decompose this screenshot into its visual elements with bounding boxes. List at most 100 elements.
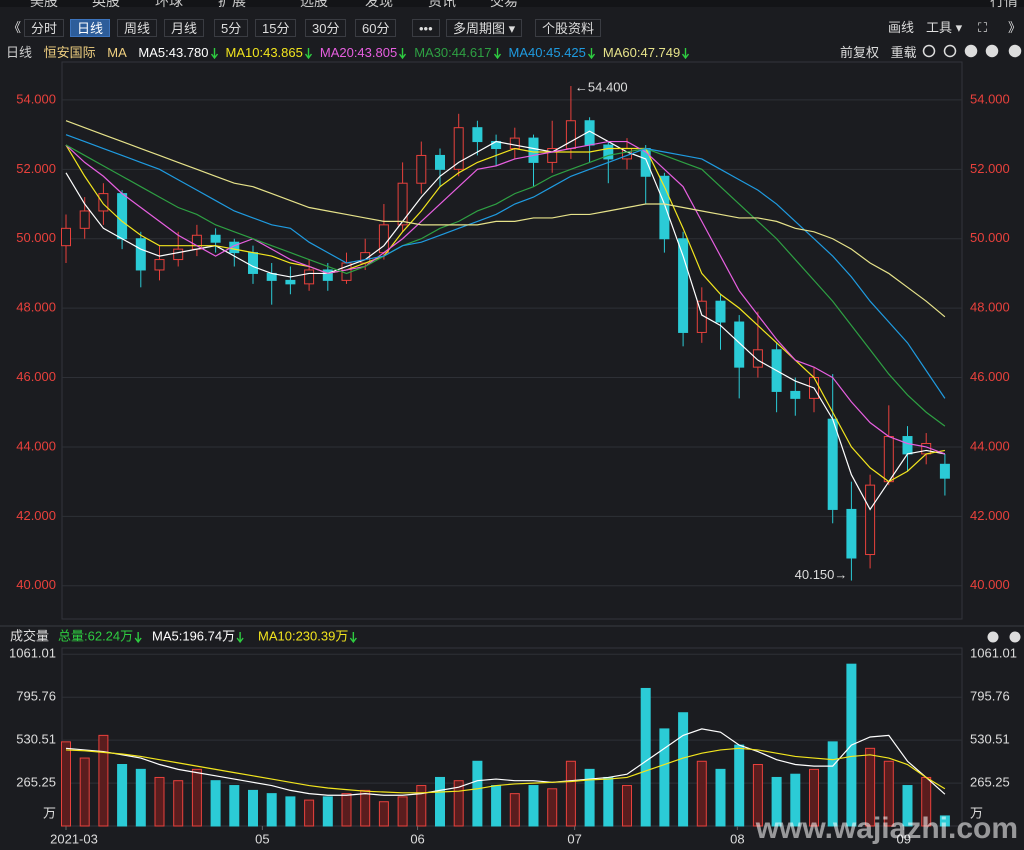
nav-item[interactable]: 资讯 [428, 0, 456, 9]
down-arrow [493, 48, 501, 60]
y-tick-label: 52.000 [16, 161, 56, 176]
candle-body [285, 279, 296, 285]
candle-body [883, 436, 894, 483]
nav-item[interactable]: 美股 [30, 0, 58, 9]
ma-legend-item: MA30:44.617 [414, 45, 501, 60]
x-tick-label: 08 [730, 831, 744, 846]
candle-body [397, 182, 408, 226]
candle-body [939, 463, 950, 479]
x-tick-label: 09 [897, 831, 911, 846]
volume-bar [883, 760, 894, 827]
watermark: www.wajiazhi.com [755, 812, 1018, 845]
volume-bar [154, 776, 165, 827]
y-tick-label: 40.000 [16, 577, 56, 592]
x-tick-label: 07 [567, 831, 581, 846]
volume-bar [98, 734, 109, 827]
volume-bar [304, 799, 315, 827]
toolbar-button[interactable]: ⛶ [978, 20, 988, 35]
volume-bar [528, 785, 539, 827]
candle-body [902, 436, 913, 455]
ma-legend-item: MA5:43.780 [138, 45, 218, 60]
volume-bar [565, 760, 576, 827]
arrow-shape [399, 48, 407, 60]
volume-tick-label-right: 1061.01 [970, 646, 1017, 661]
top-nav: 美股 英股 环球 扩展 选股 发现 资讯 交易 行情 [0, 0, 1024, 9]
reload[interactable]: 重载 [890, 45, 917, 60]
toolbar-button[interactable]: 15分 [255, 19, 297, 37]
toolbar-button[interactable]: 多周期图 ▾ [446, 19, 523, 37]
nav-item[interactable]: 行情 [990, 0, 1018, 9]
volume-legend: 总量:62.24万 [58, 628, 133, 643]
toolbar-button[interactable]: 30分 [305, 19, 347, 37]
volume-bar [827, 741, 838, 827]
volume-bar [509, 793, 520, 827]
volume-bar [266, 793, 277, 827]
volume-tick-label: 530.51 [16, 732, 56, 747]
toolbar-button[interactable]: 60分 [355, 19, 397, 37]
volume-bar [547, 788, 558, 827]
nav-item[interactable]: 环球 [155, 0, 183, 9]
volume-bar [229, 785, 240, 827]
volume-bar [248, 789, 258, 827]
toolbar-button[interactable]: 周线 [117, 19, 158, 37]
toolbar-button[interactable]: 》 [1008, 20, 1022, 35]
volume-ma-line [65, 747, 946, 794]
down-arrow [236, 632, 244, 644]
x-tick-label: 06 [410, 831, 424, 846]
nav-item[interactable]: 英股 [92, 0, 120, 9]
toolbar-button[interactable]: 月线 [164, 19, 205, 37]
candle-body [565, 120, 576, 150]
candle-body [154, 259, 165, 271]
volume-bar [360, 789, 371, 827]
volume-bar [341, 793, 352, 827]
toolbar-button[interactable]: 工具 ▾ [926, 20, 963, 35]
candle-body [790, 390, 801, 399]
nav-item[interactable]: 扩展 [218, 0, 246, 9]
y-tick-label-right: 54.000 [970, 91, 1010, 106]
volume-tick-label-right: 530.51 [970, 732, 1010, 747]
volume-tick-label: 1061.01 [9, 646, 56, 661]
candle-body [547, 148, 558, 163]
candle-body [135, 238, 146, 271]
arrow-shape [587, 48, 595, 60]
volume-bar [210, 780, 221, 827]
candle-body [603, 144, 614, 160]
toolbar-button[interactable]: 5分 [214, 19, 249, 37]
candle-body [472, 127, 483, 143]
volume-bar [603, 776, 614, 827]
nav-item[interactable]: 选股 [300, 0, 328, 9]
candle-body [752, 349, 763, 368]
volume-tick-label-right: 265.25 [970, 775, 1010, 790]
candle-body [827, 418, 838, 510]
toolbar-button[interactable]: 分时 [24, 19, 65, 37]
x-tick-label: 05 [255, 831, 269, 846]
toolbar-button[interactable]: 个股资料 [535, 19, 602, 37]
candle-body [79, 210, 90, 229]
toolbar-button[interactable]: 画线 [888, 20, 915, 35]
ma-legend: MA5:43.780 MA10:43.865 MA20:43.805 MA30:44.… [138, 45, 697, 60]
ma-line [65, 120, 946, 318]
nav-item[interactable]: 发现 [365, 0, 393, 9]
volume-bar [79, 757, 90, 827]
ma-legend-item: MA20:43.805 [320, 45, 407, 60]
info-right: 前复权 重载 [840, 42, 925, 61]
volume-title: 成交量 [10, 628, 49, 643]
arrow-shape [682, 48, 690, 60]
y-tick-label: 50.000 [16, 230, 56, 245]
nav-item[interactable]: 交易 [490, 0, 518, 9]
y-tick-label: 44.000 [16, 438, 56, 453]
toolbar-button[interactable]: ••• [412, 19, 440, 37]
toolbar-button[interactable]: 日线 [70, 19, 111, 37]
volume-bar [640, 687, 651, 827]
icon-close [987, 631, 999, 643]
price-annotation: ←54.400 [575, 79, 628, 94]
y-tick-label: 54.000 [16, 91, 56, 106]
adjust[interactable]: 前复权 [840, 45, 880, 60]
x-tick-label: 2021-03 [50, 831, 98, 846]
volume-ma-line [65, 728, 946, 796]
toolbar-button[interactable]: 《 [8, 20, 22, 35]
y-tick-label: 48.000 [16, 300, 56, 315]
volume-bar [678, 712, 689, 827]
arrow-shape [304, 48, 312, 60]
